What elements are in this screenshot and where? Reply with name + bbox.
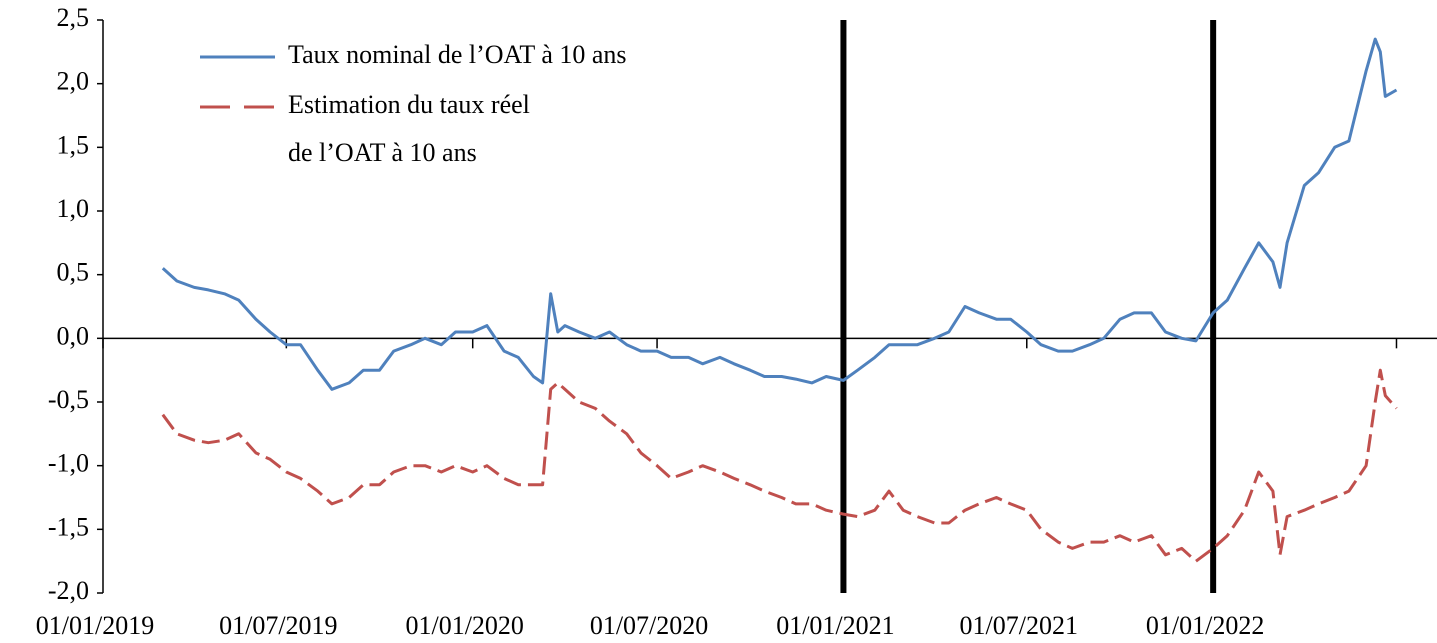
legend-label-line: Taux nominal de l’OAT à 10 ans xyxy=(288,40,627,69)
y-tick-label: -2,0 xyxy=(48,576,89,605)
x-tick-label: 01/01/2021 xyxy=(776,611,894,640)
legend-label-line: Estimation du taux réel xyxy=(288,90,530,119)
x-tick-label: 01/07/2019 xyxy=(219,611,337,640)
y-tick-label: -0,5 xyxy=(48,385,89,414)
legend-label: Taux nominal de l’OAT à 10 ans xyxy=(288,40,627,69)
series-line xyxy=(161,368,1398,563)
x-tick-label: 01/01/2020 xyxy=(405,611,523,640)
y-tick-label: 0,5 xyxy=(57,258,90,287)
y-tick-label: 2,0 xyxy=(57,67,90,96)
y-tick-label: -1,0 xyxy=(48,449,89,478)
legend-label-line: de l’OAT à 10 ans xyxy=(288,138,477,167)
series-line xyxy=(161,37,1398,391)
x-tick-label: 01/07/2021 xyxy=(960,611,1078,640)
y-tick-label: 1,0 xyxy=(57,194,90,223)
y-tick-label: 1,5 xyxy=(57,130,90,159)
y-tick-label: 2,5 xyxy=(57,3,90,32)
x-tick-label: 01/01/2022 xyxy=(1146,611,1264,640)
legend-label: Estimation du taux réel de l’OAT à 10 ans xyxy=(288,90,530,167)
y-tick-label: -1,5 xyxy=(48,512,89,541)
x-tick-label: 01/07/2020 xyxy=(590,611,708,640)
y-tick-label: 0,0 xyxy=(57,321,90,350)
x-tick-label: 01/01/2019 xyxy=(36,611,154,640)
